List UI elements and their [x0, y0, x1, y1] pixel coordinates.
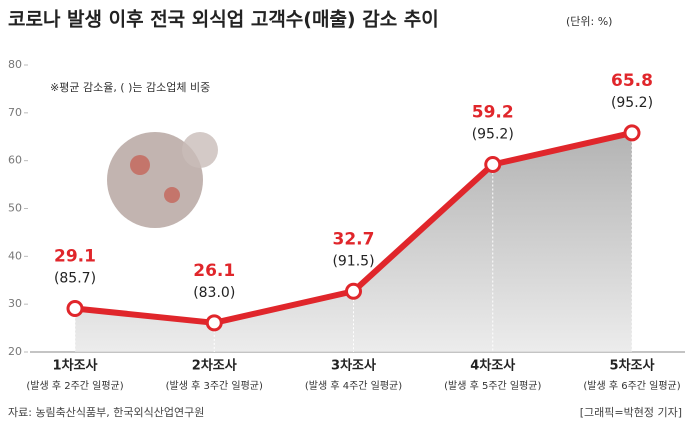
y-tick-label: 70	[8, 106, 22, 119]
x-tick-label: 2차조사	[192, 358, 237, 374]
value-label: 65.8	[611, 71, 653, 91]
point	[345, 282, 362, 300]
unit-label: (단위: %)	[566, 15, 612, 28]
y-tick-label: 80	[8, 58, 22, 71]
x-tick-label: 5차조사	[610, 358, 655, 374]
share-label: (95.2)	[611, 95, 653, 111]
point	[484, 155, 502, 173]
point	[66, 299, 84, 317]
share-label: (91.5)	[332, 253, 374, 269]
x-tick-label: 4차조사	[470, 358, 515, 374]
y-tick-label: 30	[8, 297, 22, 310]
source: 자료: 농림축산식품부, 한국외식산업연구원	[8, 406, 204, 419]
x-sub-label: (발생 후 6주간 일평균)	[583, 380, 680, 392]
value-label: 59.2	[472, 102, 514, 122]
value-label: 32.7	[333, 229, 375, 249]
x-sub-label: (발생 후 3주간 일평균)	[166, 380, 263, 392]
share-label: (85.7)	[54, 270, 96, 286]
value-label: 29.1	[54, 246, 96, 266]
share-label: (83.0)	[193, 285, 235, 301]
credit: [그래픽=박현정 기자]	[580, 406, 682, 419]
y-tick-label: 50	[8, 202, 22, 215]
point	[623, 124, 641, 142]
value-label: 26.1	[193, 261, 235, 281]
x-tick-label: 1차조사	[53, 358, 98, 374]
share-label: (95.2)	[472, 126, 514, 142]
x-tick-label: 3차조사	[331, 358, 376, 374]
virus-illustration	[107, 132, 218, 228]
point	[205, 314, 223, 332]
x-sub-label: (발생 후 4주간 일평균)	[305, 380, 402, 392]
y-tick-label: 60	[8, 154, 22, 167]
y-tick-label: 40	[8, 249, 22, 262]
x-sub-label: (발생 후 5주간 일평균)	[444, 380, 541, 392]
note: ※평균 감소율, ( )는 감소업체 비중	[50, 81, 210, 94]
x-sub-label: (발생 후 2주간 일평균)	[26, 380, 123, 392]
chart-title: 코로나 발생 이후 전국 외식업 고객수(매출) 감소 추이	[8, 9, 439, 31]
y-tick-label: 20	[8, 345, 22, 358]
